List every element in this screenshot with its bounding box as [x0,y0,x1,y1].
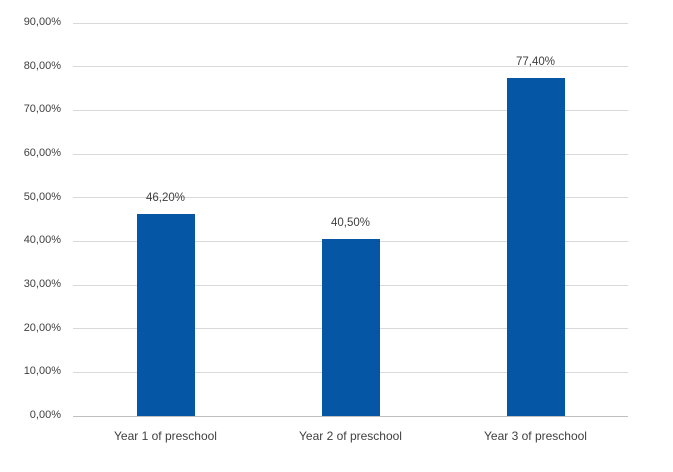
y-tick-label: 30,00% [23,278,61,290]
gridline [73,153,628,155]
x-tick-label: Year 1 of preschool [114,429,217,443]
gridline [73,66,628,68]
gridline [73,109,628,111]
bar-value-label: 40,50% [330,217,370,229]
y-tick-label: 60,00% [23,147,61,159]
gridline [73,22,628,24]
bar-1 [136,214,195,416]
y-tick-label: 50,00% [23,190,61,203]
x-axis-line [73,416,628,417]
bar-2 [321,239,380,416]
gridline [73,197,628,199]
y-tick-label: 80,00% [23,59,61,72]
bar-3 [506,78,565,416]
y-tick-label: 20,00% [23,321,61,334]
y-tick-label: 40,00% [23,234,61,247]
x-tick-label: Year 3 of preschool [484,429,587,443]
plot-area [73,22,628,417]
bar-value-label: 46,20% [145,192,185,204]
y-tick-label: 70,00% [23,103,61,116]
y-tick-label: 10,00% [23,365,61,378]
y-tick-label: 90,00% [23,16,61,28]
y-tick-label: 0,00% [29,409,61,421]
x-tick-label: Year 2 of preschool [299,429,402,443]
bar-value-label: 77,40% [515,56,555,68]
